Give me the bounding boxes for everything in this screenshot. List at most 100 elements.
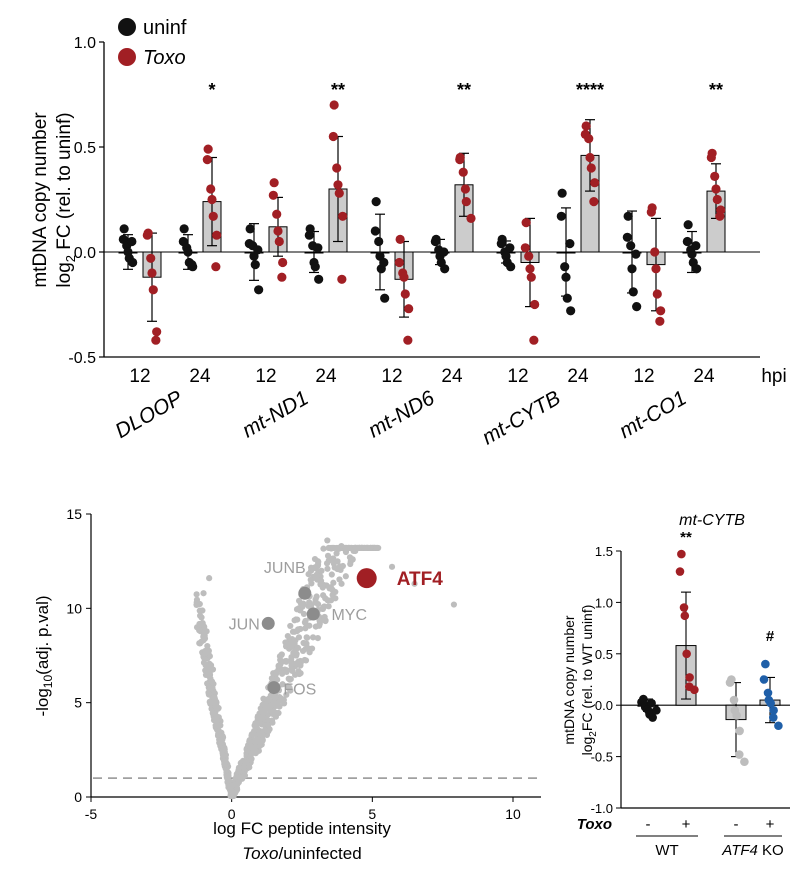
point-uninf	[562, 293, 572, 303]
data-point	[735, 726, 744, 736]
point-uninf	[253, 245, 263, 255]
volcano-point	[287, 675, 294, 683]
gene-label-fos: FOS	[283, 682, 316, 699]
volcano-point	[355, 544, 363, 552]
point-uninf	[310, 262, 320, 272]
data-point	[769, 706, 778, 715]
gene-label-myc: MYC	[331, 607, 367, 624]
volcano-point	[325, 603, 332, 610]
point-toxo	[211, 262, 221, 272]
point-toxo	[710, 171, 720, 181]
point-toxo	[202, 155, 212, 165]
point-uninf	[314, 274, 324, 284]
point-uninf	[691, 241, 701, 251]
y-tick-label: 0	[74, 789, 82, 805]
volcano-point	[313, 593, 320, 600]
gene-label-junb: JUNB	[264, 560, 306, 577]
hpi-tick-label: 24	[189, 366, 211, 387]
point-toxo	[273, 226, 283, 236]
hpi-tick-label: 12	[507, 366, 528, 387]
point-toxo	[268, 190, 278, 200]
volcano-point	[314, 576, 321, 583]
volcano-point	[316, 622, 323, 629]
point-uninf	[565, 239, 575, 249]
volcano-point	[221, 759, 228, 767]
volcano-point	[216, 722, 223, 729]
point-toxo	[589, 197, 599, 207]
point-toxo	[395, 234, 405, 244]
toxo-sign-label: -	[734, 816, 739, 833]
point-toxo	[521, 218, 531, 228]
data-point	[774, 721, 783, 731]
point-uninf	[561, 272, 571, 282]
volcano-point	[288, 656, 295, 663]
volcano-point	[289, 667, 296, 674]
point-toxo	[148, 285, 158, 295]
point-uninf	[683, 220, 693, 230]
volcano-point	[193, 601, 200, 608]
point-uninf	[560, 262, 570, 272]
hpi-tick-label: 12	[381, 366, 402, 387]
volcano-point	[200, 590, 207, 597]
x-axis-label: log FC peptide intensity	[213, 819, 391, 838]
y-tick-label: 0.5	[74, 140, 96, 157]
point-uninf	[626, 241, 636, 251]
legend-marker	[118, 48, 136, 66]
point-uninf	[505, 243, 515, 253]
point-toxo	[520, 243, 530, 253]
significance-label: #	[766, 628, 775, 645]
group-label: WT	[655, 842, 678, 859]
data-point	[652, 706, 661, 715]
point-toxo	[277, 272, 287, 282]
volcano-point	[328, 571, 335, 578]
point-uninf	[379, 257, 389, 268]
volcano-point	[312, 599, 319, 606]
volcano-point	[207, 662, 215, 669]
toxo-sign-label: -	[646, 816, 651, 833]
volcano-point	[312, 564, 319, 571]
volcano-point	[324, 597, 331, 604]
point-uninf	[682, 236, 692, 247]
toxo-row-label: Toxo	[577, 816, 612, 833]
volcano-point	[200, 659, 208, 666]
point-toxo	[400, 289, 410, 299]
volcano-point	[275, 662, 282, 669]
volcano-point	[333, 550, 340, 557]
data-point	[648, 713, 657, 722]
volcano-point	[242, 759, 249, 766]
data-point	[735, 750, 744, 759]
y-tick-label: -0.5	[68, 350, 96, 367]
volcano-point	[304, 634, 311, 641]
volcano-point	[248, 731, 255, 738]
hpi-tick-label: 12	[255, 366, 276, 387]
volcano-point	[225, 777, 232, 784]
x-axis-label-2: Toxo/uninfected	[242, 844, 361, 863]
point-toxo	[711, 184, 721, 194]
volcano-point-cloud	[193, 537, 458, 800]
point-toxo	[458, 167, 468, 177]
volcano-point	[388, 563, 396, 570]
volcano-point	[208, 685, 215, 692]
volcano-point	[308, 645, 316, 652]
point-uninf	[506, 262, 516, 272]
volcano-point	[205, 691, 212, 698]
point-uninf	[374, 236, 384, 247]
volcano-point	[333, 544, 340, 552]
point-toxo	[655, 316, 665, 326]
volcano-point	[233, 773, 240, 780]
point-uninf	[128, 257, 138, 268]
volcano-point	[211, 694, 218, 701]
volcano-point	[199, 607, 206, 614]
data-point	[766, 698, 775, 708]
volcano-point	[198, 621, 205, 628]
point-toxo	[586, 163, 596, 173]
mt-cytb-atf4-chart: mt-CYTB 1.5 1.0 0.5 0.0 -0.5 -1.0 mtDNA copy nu…	[561, 512, 790, 859]
y-tick-label: 0.0	[595, 698, 613, 713]
gene-label-jun: JUN	[229, 616, 260, 633]
volcano-point	[206, 575, 213, 582]
point-toxo	[404, 304, 414, 314]
point-toxo	[152, 327, 162, 337]
volcano-point	[324, 552, 332, 559]
point-toxo	[455, 155, 465, 165]
